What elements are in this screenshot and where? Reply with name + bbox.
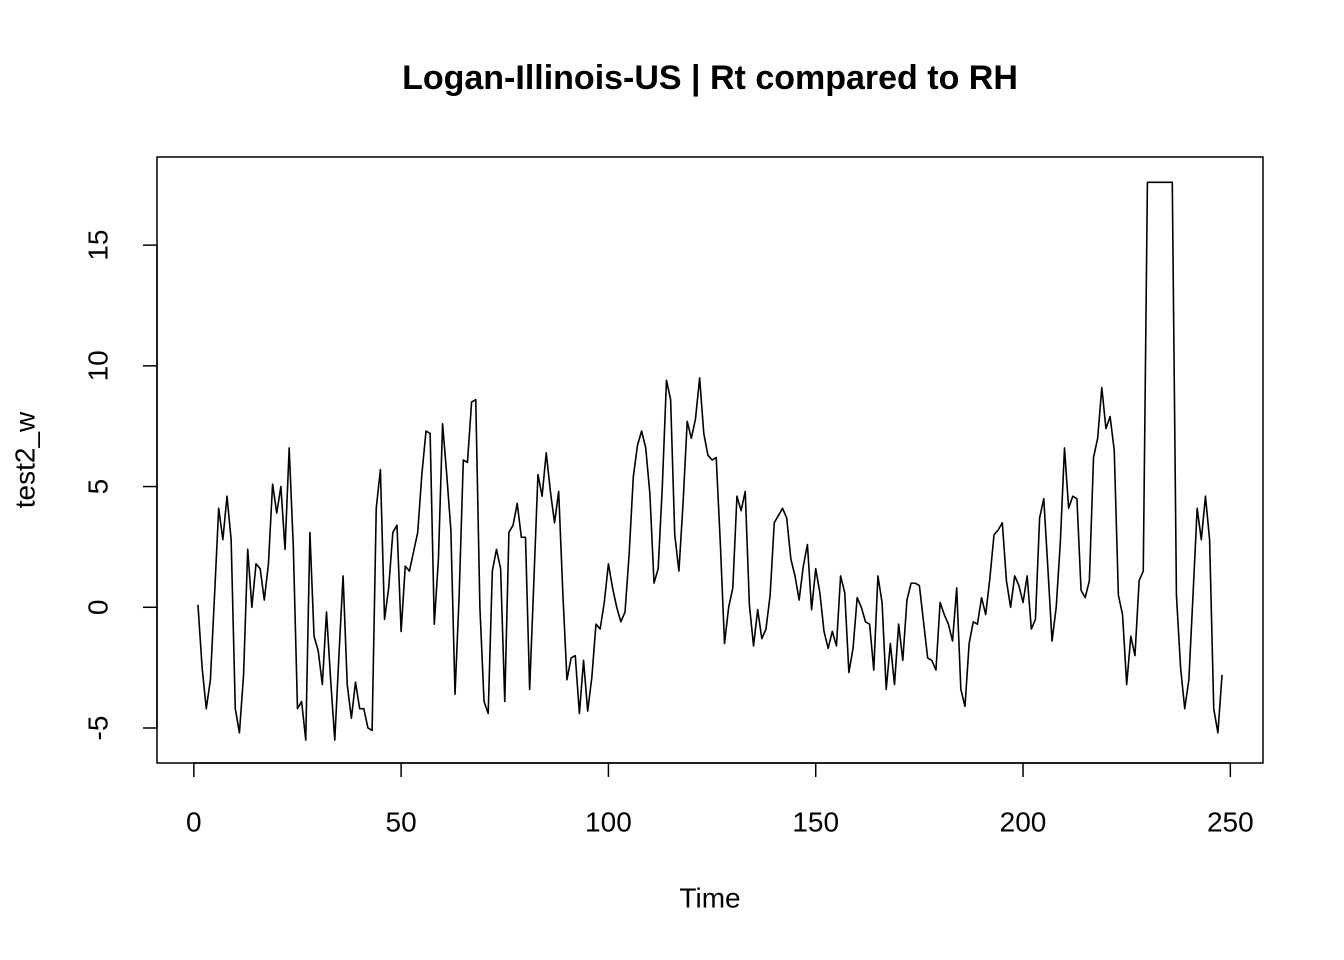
y-axis-title: test2_w bbox=[9, 411, 40, 508]
data-line bbox=[197, 181, 1223, 741]
y-tick-label: 15 bbox=[82, 230, 113, 261]
x-axis-title: Time bbox=[679, 882, 740, 913]
y-tick-label: 0 bbox=[82, 599, 113, 615]
x-tick-label: 100 bbox=[585, 806, 632, 837]
x-tick-label: 0 bbox=[186, 806, 202, 837]
x-tick-label: 250 bbox=[1207, 806, 1254, 837]
x-tick-label: 50 bbox=[386, 806, 417, 837]
x-tick-label: 200 bbox=[1000, 806, 1047, 837]
y-tick-label: 5 bbox=[82, 479, 113, 495]
chart-title: Logan-Illinois-US | Rt compared to RH bbox=[402, 59, 1018, 97]
y-tick-label: -5 bbox=[82, 716, 113, 741]
x-tick-label: 150 bbox=[792, 806, 839, 837]
y-tick-label: 10 bbox=[82, 350, 113, 381]
